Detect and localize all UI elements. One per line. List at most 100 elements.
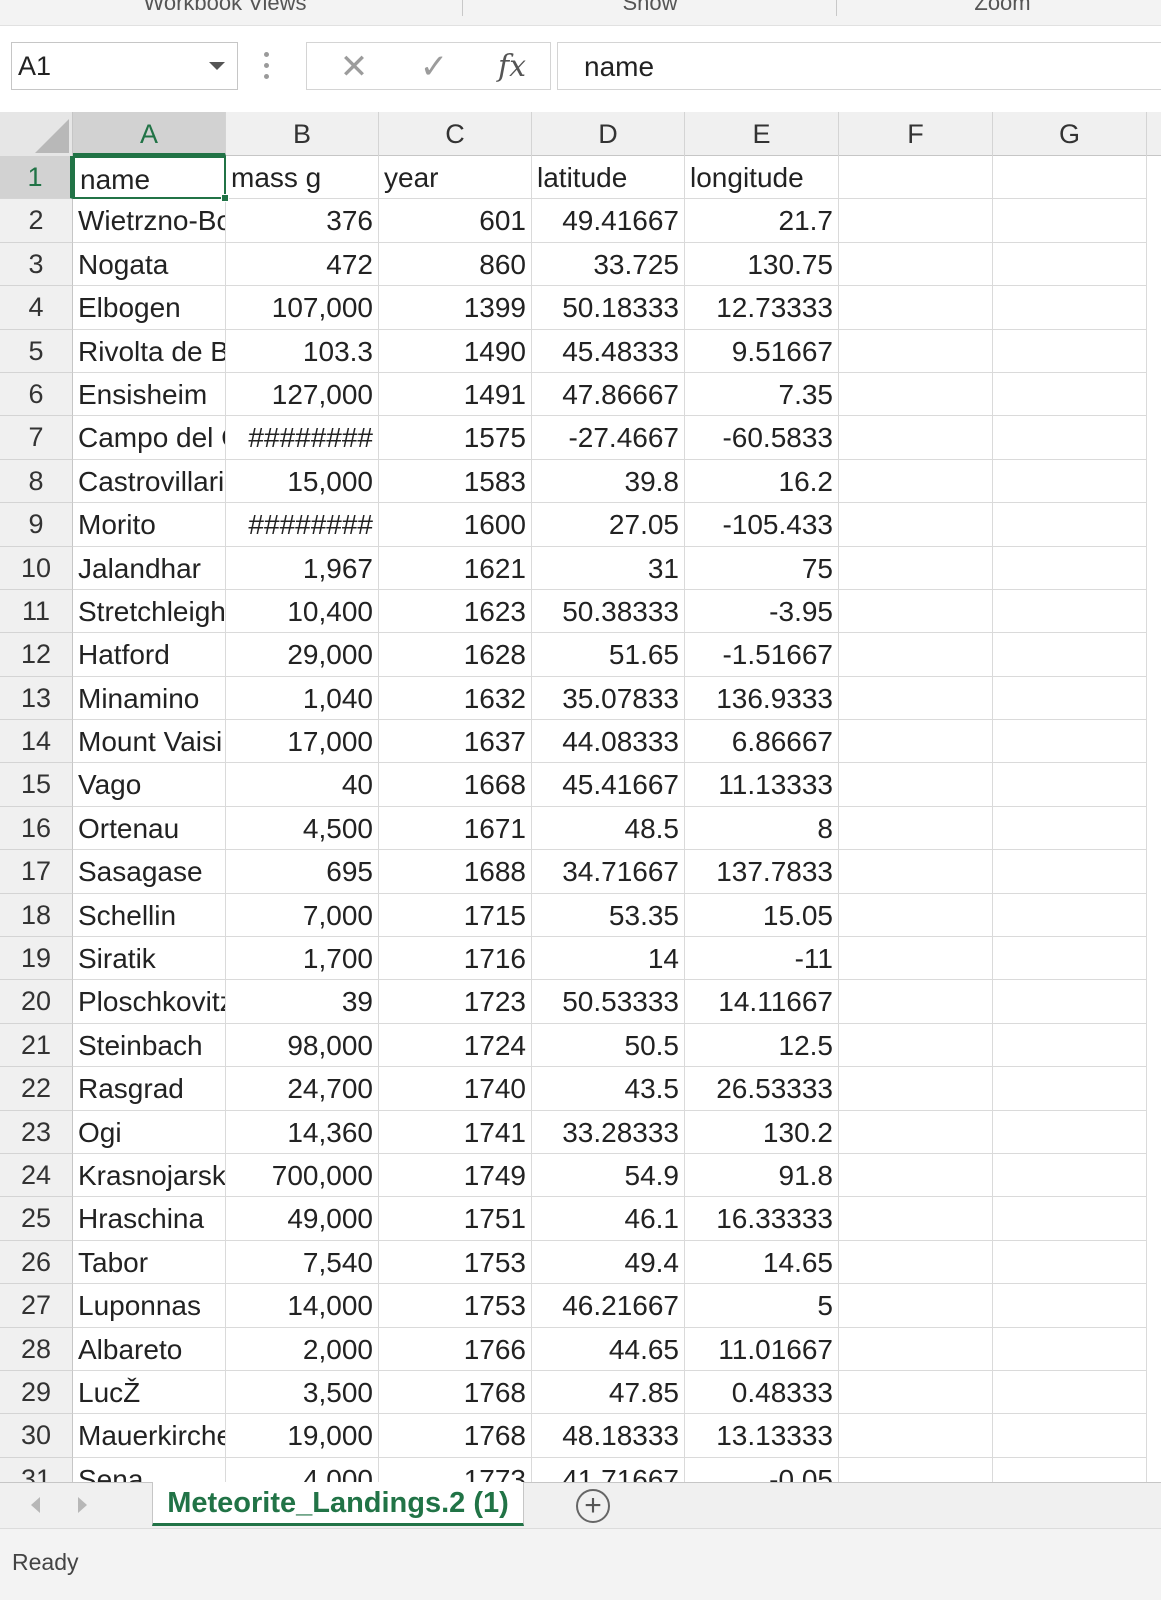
cell-f16[interactable] xyxy=(839,806,993,851)
cell-b25[interactable]: 49,000 xyxy=(226,1197,379,1241)
cell-a27[interactable]: Luponnas xyxy=(73,1284,226,1328)
cell-d5[interactable]: 45.48333 xyxy=(532,329,685,373)
column-header-b[interactable]: B xyxy=(226,112,379,156)
cell-a5[interactable]: Rivolta de Bassi xyxy=(73,329,226,373)
cell-b7[interactable]: ######## xyxy=(226,416,379,460)
row-header[interactable]: 21 xyxy=(0,1023,73,1068)
cell-e8[interactable]: 16.2 xyxy=(685,459,839,504)
sheet-tab-active[interactable]: Meteorite_Landings.2 (1) xyxy=(152,1482,524,1526)
row-header[interactable]: 8 xyxy=(0,459,73,504)
cell-e9[interactable]: -105.433 xyxy=(685,503,839,547)
cell-f31[interactable] xyxy=(839,1457,993,1482)
row-header[interactable]: 29 xyxy=(0,1370,73,1415)
cell-c12[interactable]: 1628 xyxy=(379,633,532,677)
row-header[interactable]: 23 xyxy=(0,1110,73,1154)
cell-c23[interactable]: 1741 xyxy=(379,1110,532,1154)
cell-a23[interactable]: Ogi xyxy=(73,1110,226,1154)
cell-f11[interactable] xyxy=(839,589,993,634)
cell-g9[interactable] xyxy=(993,503,1147,547)
cell-a20[interactable]: Ploschkovitz xyxy=(73,980,226,1024)
cell-a6[interactable]: Ensisheim xyxy=(73,372,226,417)
cell-f15[interactable] xyxy=(839,763,993,807)
cell-a18[interactable]: Schellin xyxy=(73,893,226,938)
cell-b26[interactable]: 7,540 xyxy=(226,1240,379,1285)
cell-a2[interactable]: Wietrzno-Bobrka xyxy=(73,199,226,243)
cell-c22[interactable]: 1740 xyxy=(379,1067,532,1111)
cell-f2[interactable] xyxy=(839,199,993,243)
cell-d17[interactable]: 34.71667 xyxy=(532,850,685,894)
cell-b12[interactable]: 29,000 xyxy=(226,633,379,677)
cell-d15[interactable]: 45.41667 xyxy=(532,763,685,807)
cell-c27[interactable]: 1753 xyxy=(379,1284,532,1328)
cell-g7[interactable] xyxy=(993,416,1147,460)
cell-a21[interactable]: Steinbach xyxy=(73,1023,226,1068)
cell-e29[interactable]: 0.48333 xyxy=(685,1370,839,1415)
cell-a25[interactable]: Hraschina xyxy=(73,1197,226,1241)
cell-c1[interactable]: year xyxy=(379,156,532,200)
cell-a9[interactable]: Morito xyxy=(73,503,226,547)
cell-a22[interactable]: Rasgrad xyxy=(73,1067,226,1111)
cell-e15[interactable]: 11.13333 xyxy=(685,763,839,807)
cell-e24[interactable]: 91.8 xyxy=(685,1153,839,1198)
insert-function-icon[interactable]: fx xyxy=(497,49,527,84)
cell-b22[interactable]: 24,700 xyxy=(226,1067,379,1111)
cell-b21[interactable]: 98,000 xyxy=(226,1023,379,1068)
row-header[interactable]: 15 xyxy=(0,763,73,807)
cell-a3[interactable]: Nogata xyxy=(73,242,226,287)
cell-b13[interactable]: 1,040 xyxy=(226,676,379,721)
row-header[interactable]: 24 xyxy=(0,1153,73,1198)
cell-f21[interactable] xyxy=(839,1023,993,1068)
cell-e26[interactable]: 14.65 xyxy=(685,1240,839,1285)
cell-d28[interactable]: 44.65 xyxy=(532,1327,685,1371)
cell-d21[interactable]: 50.5 xyxy=(532,1023,685,1068)
cell-a8[interactable]: Castrovillari xyxy=(73,459,226,504)
cell-d13[interactable]: 35.07833 xyxy=(532,676,685,721)
cell-f13[interactable] xyxy=(839,676,993,721)
row-header[interactable]: 17 xyxy=(0,850,73,894)
cell-b23[interactable]: 14,360 xyxy=(226,1110,379,1154)
cell-g6[interactable] xyxy=(993,372,1147,417)
scroll-tabs-right-icon[interactable] xyxy=(78,1497,87,1513)
cell-c16[interactable]: 1671 xyxy=(379,806,532,851)
cell-e7[interactable]: -60.5833 xyxy=(685,416,839,460)
cell-g31[interactable] xyxy=(993,1457,1147,1482)
cell-f30[interactable] xyxy=(839,1414,993,1458)
cell-d23[interactable]: 33.28333 xyxy=(532,1110,685,1154)
cell-e22[interactable]: 26.53333 xyxy=(685,1067,839,1111)
row-header[interactable]: 30 xyxy=(0,1414,73,1458)
cell-b18[interactable]: 7,000 xyxy=(226,893,379,938)
cell-e1[interactable]: longitude xyxy=(685,156,839,200)
cell-a13[interactable]: Minamino xyxy=(73,676,226,721)
cell-d31[interactable]: 41.71667 xyxy=(532,1457,685,1482)
cell-c14[interactable]: 1637 xyxy=(379,720,532,764)
cell-c10[interactable]: 1621 xyxy=(379,546,532,590)
row-header[interactable]: 26 xyxy=(0,1240,73,1285)
cell-f25[interactable] xyxy=(839,1197,993,1241)
row-header[interactable]: 20 xyxy=(0,980,73,1024)
cell-f28[interactable] xyxy=(839,1327,993,1371)
cell-f14[interactable] xyxy=(839,720,993,764)
cell-f27[interactable] xyxy=(839,1284,993,1328)
cell-g17[interactable] xyxy=(993,850,1147,894)
cell-c11[interactable]: 1623 xyxy=(379,589,532,634)
cell-e23[interactable]: 130.2 xyxy=(685,1110,839,1154)
cell-g5[interactable] xyxy=(993,329,1147,373)
cell-c2[interactable]: 601 xyxy=(379,199,532,243)
row-header[interactable]: 25 xyxy=(0,1197,73,1241)
row-header[interactable]: 2 xyxy=(0,199,73,243)
cell-g13[interactable] xyxy=(993,676,1147,721)
cell-d16[interactable]: 48.5 xyxy=(532,806,685,851)
cell-g23[interactable] xyxy=(993,1110,1147,1154)
cell-c6[interactable]: 1491 xyxy=(379,372,532,417)
cell-a4[interactable]: Elbogen xyxy=(73,286,226,330)
cell-g18[interactable] xyxy=(993,893,1147,938)
cell-b1[interactable]: mass g xyxy=(226,156,379,200)
cell-g8[interactable] xyxy=(993,459,1147,504)
cell-e17[interactable]: 137.7833 xyxy=(685,850,839,894)
cell-g12[interactable] xyxy=(993,633,1147,677)
cell-g11[interactable] xyxy=(993,589,1147,634)
cell-e18[interactable]: 15.05 xyxy=(685,893,839,938)
cell-g30[interactable] xyxy=(993,1414,1147,1458)
cell-a17[interactable]: Sasagase xyxy=(73,850,226,894)
cell-d25[interactable]: 46.1 xyxy=(532,1197,685,1241)
